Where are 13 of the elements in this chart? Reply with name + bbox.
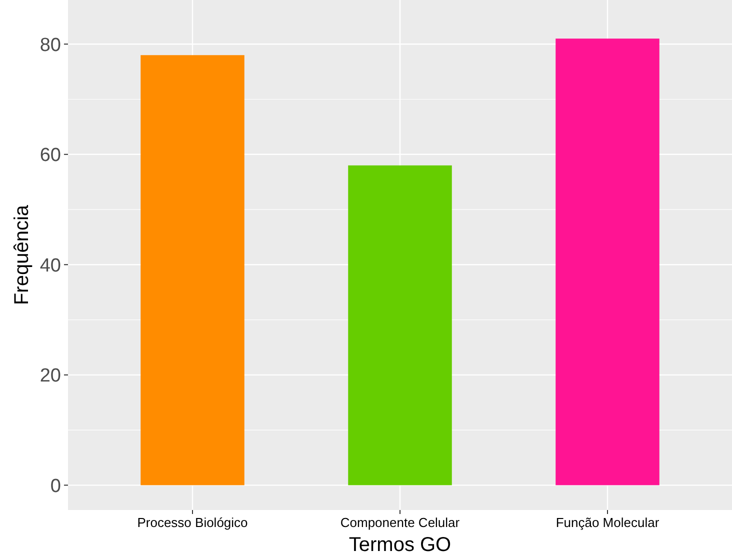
- x-axis-title: Termos GO: [348, 534, 452, 553]
- y-axis-title: Frequência: [11, 204, 33, 306]
- x-tick-label: Componente Celular: [340, 515, 460, 530]
- bar: [556, 38, 660, 486]
- y-tick-label: 0: [50, 476, 61, 497]
- x-tick-label: Função Molecular: [556, 515, 660, 530]
- y-tick-label: 60: [40, 145, 61, 166]
- y-tick-label: 40: [40, 255, 61, 276]
- y-tick-label: 80: [40, 34, 61, 56]
- y-tick-label: 20: [40, 366, 61, 387]
- bar: [140, 55, 244, 486]
- bar: [348, 165, 452, 486]
- x-tick-label: Processo Biológico: [137, 515, 248, 530]
